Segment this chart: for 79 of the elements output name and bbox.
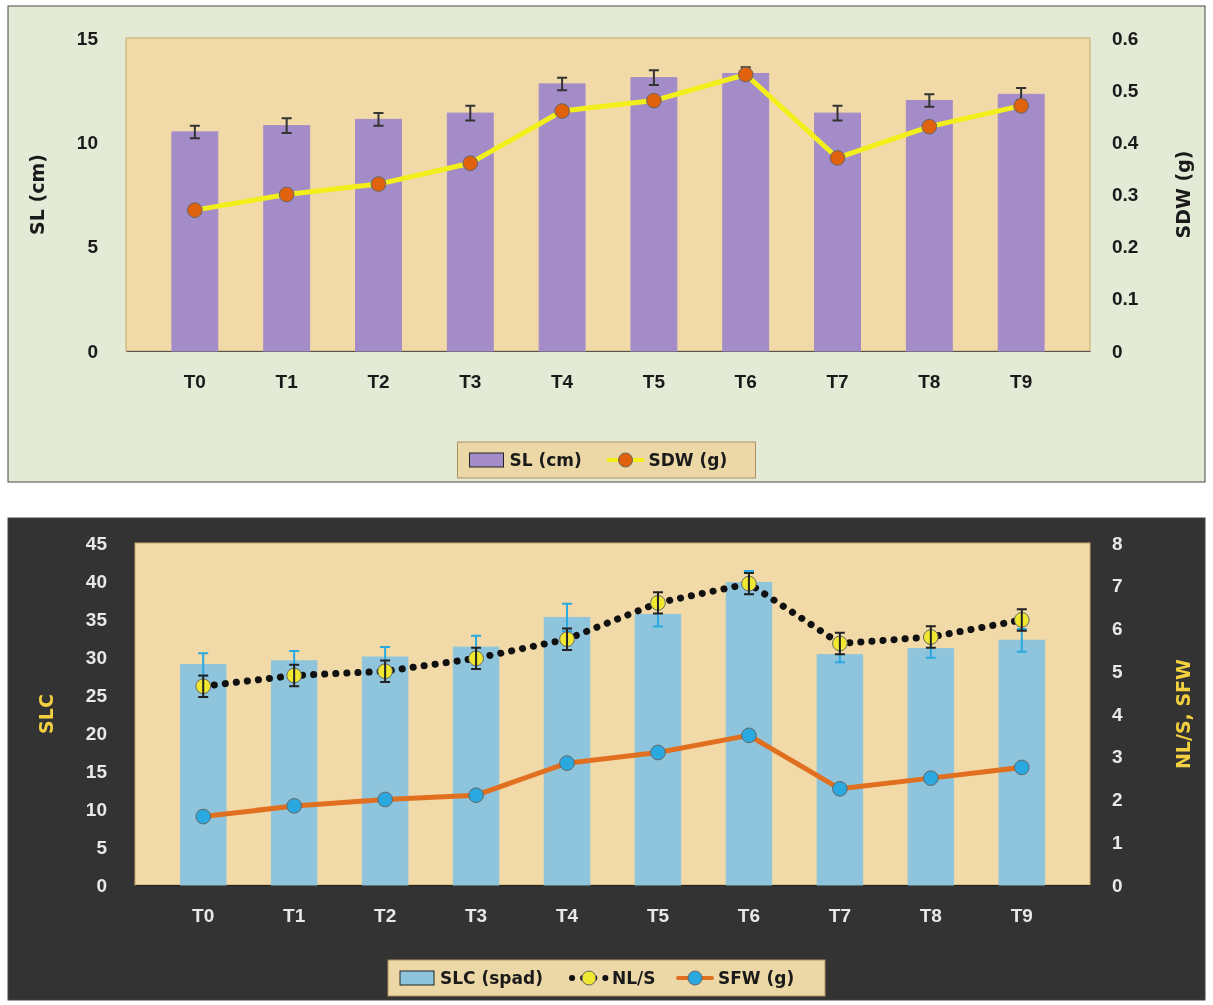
bar	[355, 118, 402, 352]
x-tick-label: T6	[737, 905, 761, 927]
x-tick-label: T9	[1010, 371, 1033, 393]
x-tick-label: T5	[642, 371, 666, 393]
bar	[634, 613, 682, 886]
y-tick-label: 20	[85, 722, 107, 744]
y-tick-label: 10	[85, 798, 107, 820]
bar	[907, 648, 955, 886]
y2-tick-label: 0.6	[1112, 27, 1139, 49]
y-tick-label: 5	[87, 236, 99, 258]
x-tick-label: T1	[275, 371, 299, 393]
bar	[179, 664, 227, 886]
bar	[722, 72, 770, 352]
y2-axis-title: NL/S, SFW	[1172, 658, 1194, 770]
y2-tick-label: 8	[1112, 532, 1123, 554]
y2-tick-label: 5	[1112, 660, 1123, 682]
y-tick-label: 0	[96, 874, 107, 896]
bar	[816, 654, 864, 886]
bar	[452, 646, 500, 886]
x-tick-label: T4	[551, 371, 574, 393]
x-tick-label: T3	[464, 905, 488, 927]
x-tick-label: T1	[283, 905, 306, 927]
y-tick-label: 15	[85, 760, 108, 782]
x-tick-label: T6	[734, 371, 757, 393]
y2-tick-label: 2	[1112, 789, 1123, 811]
x-tick-label: T5	[646, 905, 670, 927]
y2-tick-label: 0.3	[1112, 184, 1139, 206]
bar	[543, 616, 591, 886]
bar	[630, 77, 678, 352]
x-tick-label: T2	[374, 905, 397, 927]
y-tick-label: 5	[96, 836, 108, 858]
bar	[814, 112, 861, 352]
y2-tick-label: 0.4	[1112, 131, 1139, 153]
y2-tick-label: 7	[1112, 575, 1123, 597]
bar	[263, 125, 311, 352]
y-tick-label: 15	[76, 27, 99, 49]
x-tick-label: T7	[826, 371, 849, 393]
x-tick-label: T8	[918, 371, 941, 393]
bar	[997, 93, 1045, 352]
y2-tick-label: 4	[1112, 703, 1123, 725]
y-tick-label: 45	[85, 532, 108, 554]
y-axis-title: SLC	[35, 694, 57, 734]
bar	[270, 660, 318, 886]
y-tick-label: 10	[76, 131, 98, 153]
legend-label: SFW (g)	[718, 968, 795, 988]
y-tick-label: 40	[85, 570, 107, 592]
x-tick-label: T0	[192, 905, 215, 927]
x-tick-label: T2	[367, 371, 390, 393]
legend-label: NL/S	[612, 968, 656, 988]
legend-label: SL (cm)	[509, 450, 582, 470]
y2-tick-label: 0.2	[1112, 236, 1139, 258]
y2-tick-label: 3	[1112, 746, 1123, 768]
x-tick-label: T8	[919, 905, 942, 927]
y-tick-label: 0	[87, 340, 98, 362]
bar	[361, 656, 409, 886]
y2-tick-label: 0.1	[1112, 288, 1139, 310]
y2-tick-label: 0	[1112, 874, 1123, 896]
y-axis-title: SL (cm)	[26, 154, 48, 235]
y2-tick-label: 0	[1112, 340, 1123, 362]
x-tick-label: T3	[459, 371, 482, 393]
y2-tick-label: 6	[1112, 618, 1123, 640]
y-tick-label: 25	[85, 684, 108, 706]
y2-tick-label: 0.5	[1112, 79, 1139, 101]
bar	[998, 639, 1046, 886]
bar	[538, 83, 586, 352]
y-tick-label: 35	[85, 608, 108, 630]
bar	[905, 100, 953, 352]
legend-label: SLC (spad)	[440, 968, 543, 988]
x-tick-label: T4	[555, 905, 579, 927]
bar	[725, 582, 773, 886]
bar	[171, 131, 219, 352]
legend-label: SDW (g)	[648, 450, 728, 470]
x-tick-label: T9	[1010, 905, 1033, 927]
x-tick-label: T0	[183, 371, 206, 393]
y-tick-label: 30	[85, 646, 107, 668]
y2-tick-label: 1	[1112, 831, 1123, 853]
bar	[446, 112, 494, 352]
x-tick-label: T7	[828, 905, 851, 927]
y2-axis-title: SDW (g)	[1172, 150, 1194, 239]
